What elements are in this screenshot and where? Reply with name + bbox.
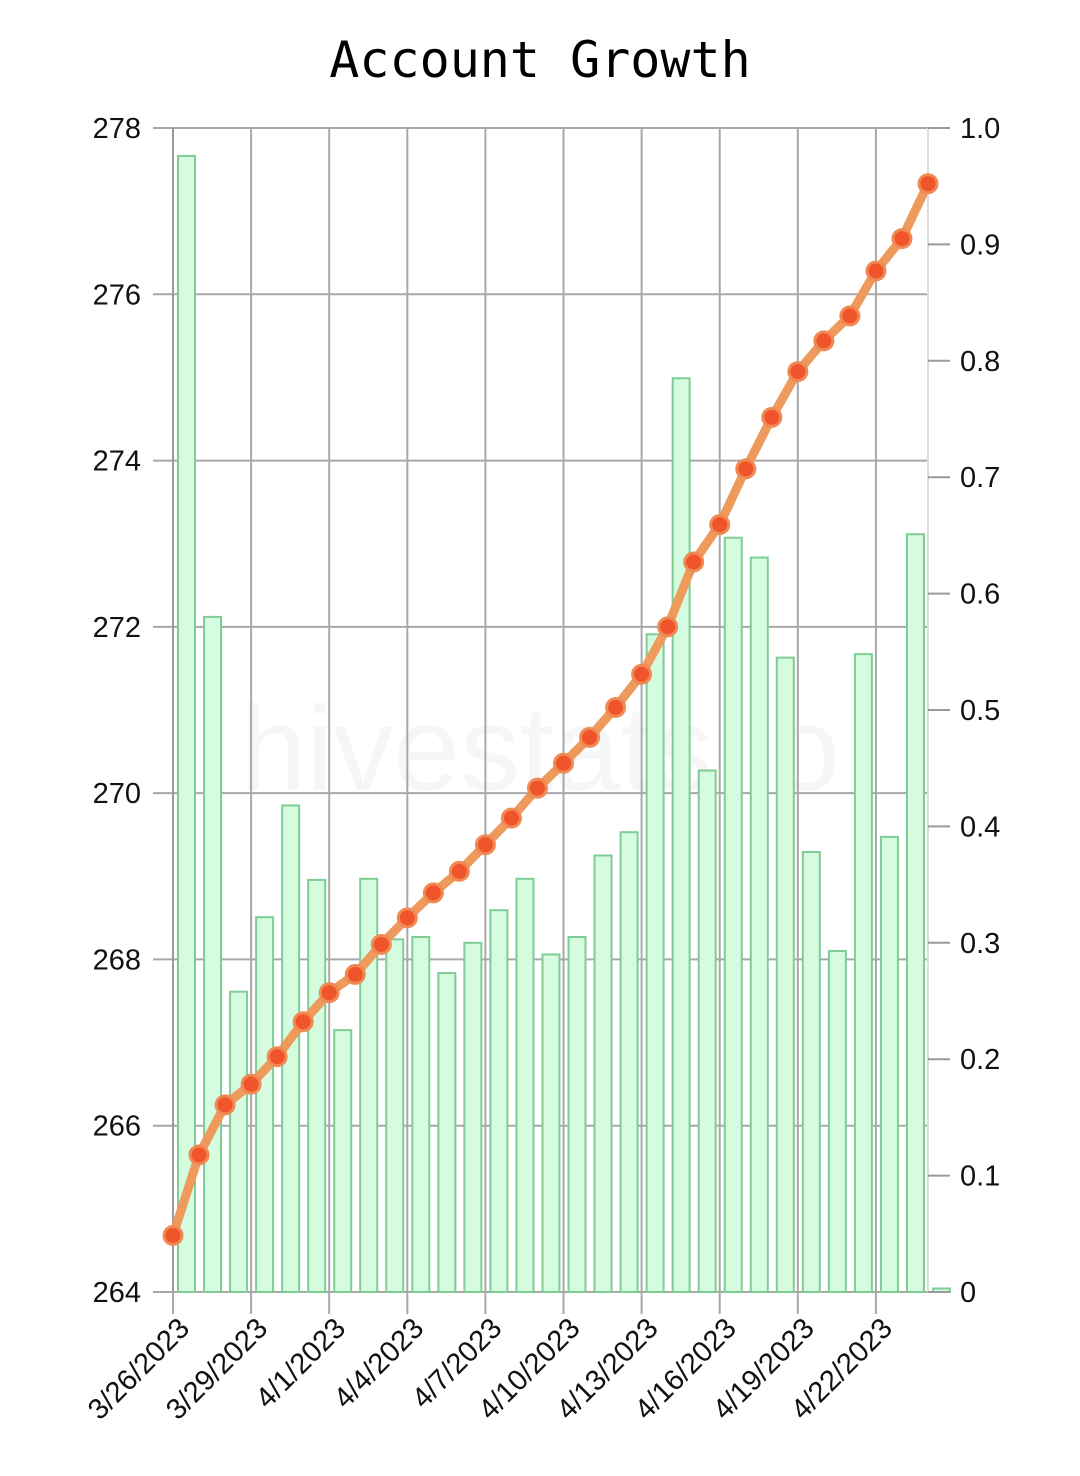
line-series — [162, 173, 939, 1246]
bar — [177, 154, 196, 1293]
bar — [333, 1029, 353, 1293]
line-point — [162, 1224, 184, 1246]
bar — [437, 972, 457, 1294]
line-point — [526, 777, 548, 799]
line-point — [500, 807, 522, 829]
line-point — [787, 361, 809, 383]
y-right-tick-label: 0.2 — [960, 1044, 1000, 1076]
bar — [671, 377, 691, 1293]
line-point — [683, 551, 705, 573]
line-point — [631, 663, 653, 685]
bar — [827, 949, 847, 1293]
bar — [879, 835, 899, 1293]
y-right-tick-label: 0.5 — [960, 695, 1000, 727]
line-point — [370, 933, 392, 955]
line-point — [318, 982, 340, 1004]
bar-series — [177, 154, 951, 1294]
line-point — [839, 305, 861, 327]
y-right-tick-label: 0.8 — [960, 346, 1000, 378]
bar — [515, 877, 535, 1294]
line-point — [761, 406, 783, 428]
y-right-tick-label: 0.7 — [960, 462, 1000, 494]
grid — [153, 127, 928, 1314]
bar — [645, 633, 665, 1293]
bar — [853, 653, 873, 1293]
bar — [463, 941, 483, 1293]
line-point — [422, 882, 444, 904]
line-point — [813, 330, 835, 352]
line-point — [579, 726, 601, 748]
line-point — [917, 173, 939, 195]
y-right-tick-label: 0.9 — [960, 229, 1000, 261]
line-point — [292, 1011, 314, 1033]
bar — [567, 935, 587, 1293]
bar — [905, 533, 925, 1293]
line-point — [474, 834, 496, 856]
bar — [359, 877, 379, 1294]
chart-title: Account Growth — [329, 31, 750, 89]
bar — [255, 916, 275, 1294]
bar — [619, 831, 639, 1293]
y-right-tick-label: 0.3 — [960, 928, 1000, 960]
y-left-tick-label: 268 — [93, 944, 141, 976]
y-left-tick-label: 266 — [93, 1111, 141, 1143]
line-point — [344, 963, 366, 985]
y-left-tick-label: 272 — [93, 612, 141, 644]
y-right-tick-label: 1.0 — [960, 113, 1000, 145]
y-right-tick-label: 0.1 — [960, 1161, 1000, 1193]
line-point — [553, 752, 575, 774]
bar — [801, 851, 821, 1293]
line-point — [865, 260, 887, 282]
bar — [385, 938, 405, 1293]
line-point — [657, 616, 679, 638]
y-right-tick-label: 0 — [960, 1277, 976, 1309]
line-point — [240, 1073, 262, 1095]
line-point — [448, 860, 470, 882]
bar — [307, 878, 327, 1293]
axes — [172, 127, 950, 1293]
bar — [593, 854, 613, 1293]
bar — [541, 953, 561, 1293]
line-point — [396, 907, 418, 929]
line-point — [188, 1144, 210, 1166]
y-right-tick-label: 0.4 — [960, 811, 1000, 843]
bar — [229, 990, 249, 1293]
line-point — [214, 1094, 236, 1116]
line-point — [266, 1046, 288, 1068]
bar — [411, 935, 431, 1293]
y-left-tick-label: 274 — [93, 446, 141, 478]
line-point — [891, 228, 913, 250]
y-left-tick-label: 264 — [93, 1277, 141, 1309]
bar — [203, 615, 223, 1293]
bar — [749, 556, 769, 1293]
y-left-tick-label: 276 — [93, 279, 141, 311]
line-point — [605, 697, 627, 719]
line-point — [709, 514, 731, 536]
line-point — [735, 458, 757, 480]
bar — [775, 656, 795, 1293]
bar — [489, 909, 509, 1293]
bar — [723, 536, 743, 1293]
y-right-tick-label: 0.6 — [960, 579, 1000, 611]
bar — [697, 769, 717, 1293]
y-left-tick-label: 270 — [93, 778, 141, 810]
y-left-tick-label: 278 — [93, 113, 141, 145]
